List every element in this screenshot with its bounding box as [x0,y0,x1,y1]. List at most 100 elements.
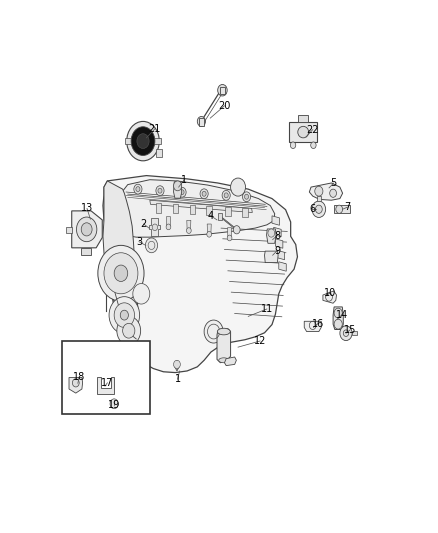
Circle shape [202,191,206,196]
Circle shape [243,192,251,201]
Polygon shape [298,115,308,122]
Circle shape [131,127,155,156]
Polygon shape [173,204,178,213]
Polygon shape [333,307,343,329]
Circle shape [178,187,186,197]
Polygon shape [97,377,114,394]
Circle shape [290,142,296,149]
Text: 18: 18 [73,372,85,382]
Circle shape [204,320,223,343]
Text: 4: 4 [208,211,214,221]
Circle shape [343,330,349,336]
Circle shape [110,343,130,366]
Ellipse shape [298,126,309,138]
Circle shape [123,324,135,338]
Circle shape [133,284,150,304]
Polygon shape [69,377,83,393]
Ellipse shape [217,328,230,335]
Circle shape [98,245,144,301]
Polygon shape [217,329,230,363]
Circle shape [311,142,316,149]
Polygon shape [220,87,225,93]
Text: 12: 12 [254,336,266,346]
Text: 3: 3 [136,237,142,247]
Polygon shape [265,251,278,263]
Circle shape [244,195,249,199]
Circle shape [330,189,336,197]
Polygon shape [219,213,223,220]
Polygon shape [187,220,191,231]
Polygon shape [279,262,286,271]
Text: 17: 17 [101,378,113,388]
Circle shape [158,188,162,193]
Text: 7: 7 [344,202,350,212]
Polygon shape [352,331,357,335]
Circle shape [233,225,240,234]
Circle shape [336,205,343,213]
Circle shape [77,217,97,241]
Circle shape [180,190,184,195]
Polygon shape [125,138,161,144]
Circle shape [156,186,164,196]
Polygon shape [173,182,182,198]
Polygon shape [156,149,162,157]
Ellipse shape [219,358,229,363]
Polygon shape [103,175,297,373]
Text: 16: 16 [312,319,324,329]
Text: 22: 22 [307,125,319,135]
Polygon shape [166,216,170,227]
Circle shape [218,84,227,96]
Polygon shape [334,205,350,213]
Polygon shape [267,229,276,243]
Circle shape [152,224,158,231]
Circle shape [173,360,180,368]
Circle shape [187,228,191,233]
Text: 5: 5 [331,178,337,188]
Text: 11: 11 [261,304,273,314]
Polygon shape [174,360,180,371]
Polygon shape [227,228,232,238]
Circle shape [268,229,275,237]
Polygon shape [274,227,281,237]
Polygon shape [206,206,212,215]
Text: 19: 19 [108,400,120,410]
Polygon shape [309,183,343,200]
Circle shape [114,303,134,327]
Text: 14: 14 [336,310,348,320]
Circle shape [136,187,140,191]
Circle shape [117,317,141,345]
Text: 15: 15 [344,325,356,335]
Circle shape [227,235,232,241]
Circle shape [115,349,125,361]
Polygon shape [317,196,321,201]
Circle shape [340,326,352,341]
Polygon shape [276,239,283,248]
Polygon shape [72,211,102,248]
Circle shape [81,223,92,236]
Circle shape [197,117,205,126]
Polygon shape [199,118,204,126]
Polygon shape [155,204,161,213]
Circle shape [315,205,322,213]
Circle shape [315,186,323,196]
Text: 13: 13 [81,204,93,213]
Text: 20: 20 [218,101,231,111]
Text: 1: 1 [181,175,187,185]
Polygon shape [81,248,91,255]
Circle shape [127,122,159,161]
Polygon shape [225,207,230,216]
Circle shape [120,310,128,320]
Polygon shape [323,291,336,303]
Polygon shape [66,227,72,233]
Text: 2: 2 [141,219,147,229]
Polygon shape [190,205,195,214]
Circle shape [173,181,182,191]
Circle shape [145,238,158,253]
Circle shape [222,190,230,200]
Circle shape [72,379,79,387]
Text: 1: 1 [175,374,181,384]
Polygon shape [304,321,321,332]
Polygon shape [272,216,279,225]
Bar [62,341,151,414]
Circle shape [104,253,138,294]
